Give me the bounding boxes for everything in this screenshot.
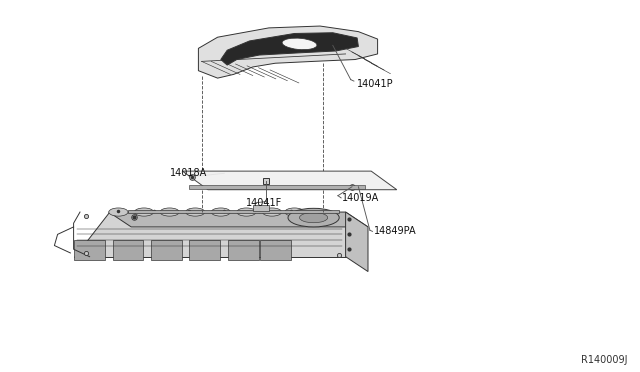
Text: 14019A: 14019A [342,193,380,203]
Ellipse shape [109,208,128,216]
Polygon shape [182,171,397,190]
Ellipse shape [288,208,339,227]
Polygon shape [221,33,358,65]
Ellipse shape [211,208,230,216]
Ellipse shape [282,38,317,50]
Bar [260,240,291,260]
Text: 14018A: 14018A [170,168,207,178]
Polygon shape [128,210,339,213]
Bar [228,240,259,260]
Ellipse shape [285,208,304,216]
Text: 14041P: 14041P [357,79,394,89]
Text: 14041F: 14041F [246,198,283,208]
Ellipse shape [160,208,179,216]
Bar [253,205,269,211]
Bar [189,185,365,189]
Text: 14849PA: 14849PA [374,227,417,236]
Ellipse shape [186,208,205,216]
Polygon shape [346,212,368,272]
Polygon shape [109,212,368,227]
Bar [151,240,182,260]
Bar [74,240,105,260]
Bar [113,240,143,260]
Ellipse shape [237,208,256,216]
Text: R140009J: R140009J [580,355,627,365]
Ellipse shape [300,212,328,223]
Ellipse shape [134,208,154,216]
Polygon shape [74,212,346,257]
Polygon shape [198,26,378,78]
Ellipse shape [262,208,282,216]
Bar [189,240,220,260]
